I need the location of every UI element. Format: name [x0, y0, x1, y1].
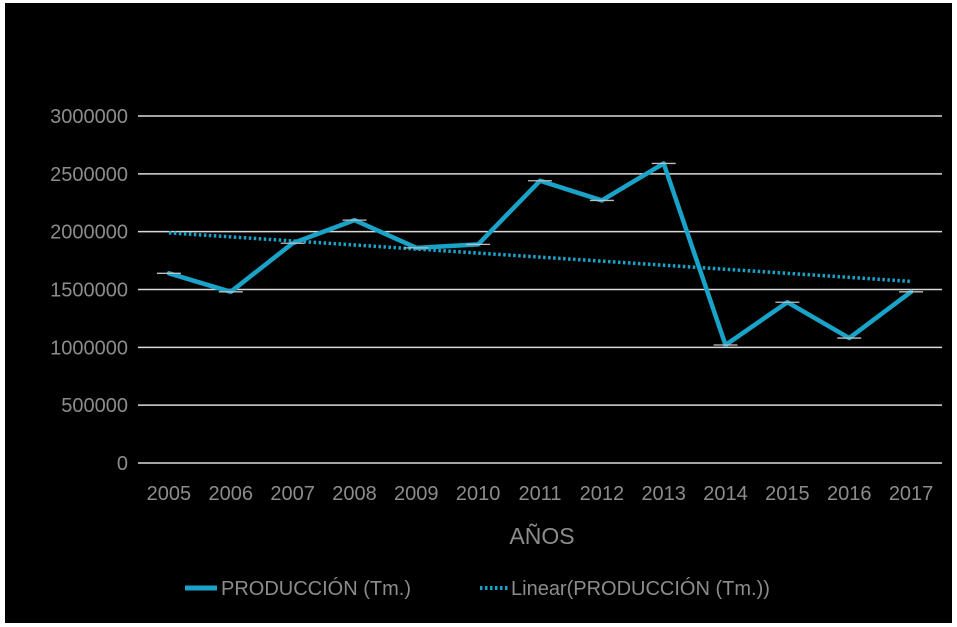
- x-axis-title: AÑOS: [509, 523, 574, 549]
- x-tick-label: 2009: [394, 483, 439, 505]
- x-tick-label: 2011: [518, 483, 561, 505]
- x-tick-label: 2012: [580, 483, 625, 505]
- x-tick-label: 2008: [332, 483, 377, 505]
- legend: PRODUCCIÓN (Tm.) Linear(PRODUCCIÓN (Tm.)…: [185, 577, 770, 600]
- series-line-linear-trend: [168, 231, 912, 284]
- x-tick-label: 2016: [827, 483, 872, 505]
- series: [156, 161, 924, 348]
- gridlines: [138, 115, 942, 464]
- y-tick-label: 0: [117, 453, 128, 475]
- x-tick-label: 2007: [270, 483, 315, 505]
- y-axis-ticks: 0 500000 1000000 1500000 2000000 2500000 30000…: [50, 106, 128, 475]
- x-tick-label: 2015: [765, 483, 810, 505]
- x-tick-label: 2017: [889, 483, 934, 505]
- y-tick-label: 2000000: [50, 222, 128, 244]
- x-tick-label: 2014: [703, 483, 748, 505]
- x-tick-label: 2006: [209, 483, 254, 505]
- y-tick-label: 2500000: [50, 164, 128, 186]
- y-tick-label: 3000000: [50, 106, 128, 128]
- line-chart: 0 500000 1000000 1500000 2000000 2500000 30000…: [50, 106, 942, 600]
- y-tick-label: 500000: [61, 395, 128, 417]
- legend-label-production: PRODUCCIÓN (Tm.): [221, 577, 411, 600]
- x-tick-label: 2005: [147, 483, 192, 505]
- chart-frame: 0 500000 1000000 1500000 2000000 2500000 30000…: [5, 3, 952, 623]
- x-tick-label: 2013: [641, 483, 686, 505]
- legend-label-linear-trend: Linear(PRODUCCIÓN (Tm.)): [511, 577, 770, 600]
- y-tick-label: 1500000: [50, 280, 128, 302]
- x-tick-label: 2010: [456, 483, 501, 505]
- y-tick-label: 1000000: [50, 337, 128, 359]
- series-line-production: [166, 161, 914, 348]
- x-axis-ticks: 2005 2006 2007 2008 2009 2010 2011 2012 2013 2014…: [147, 483, 934, 505]
